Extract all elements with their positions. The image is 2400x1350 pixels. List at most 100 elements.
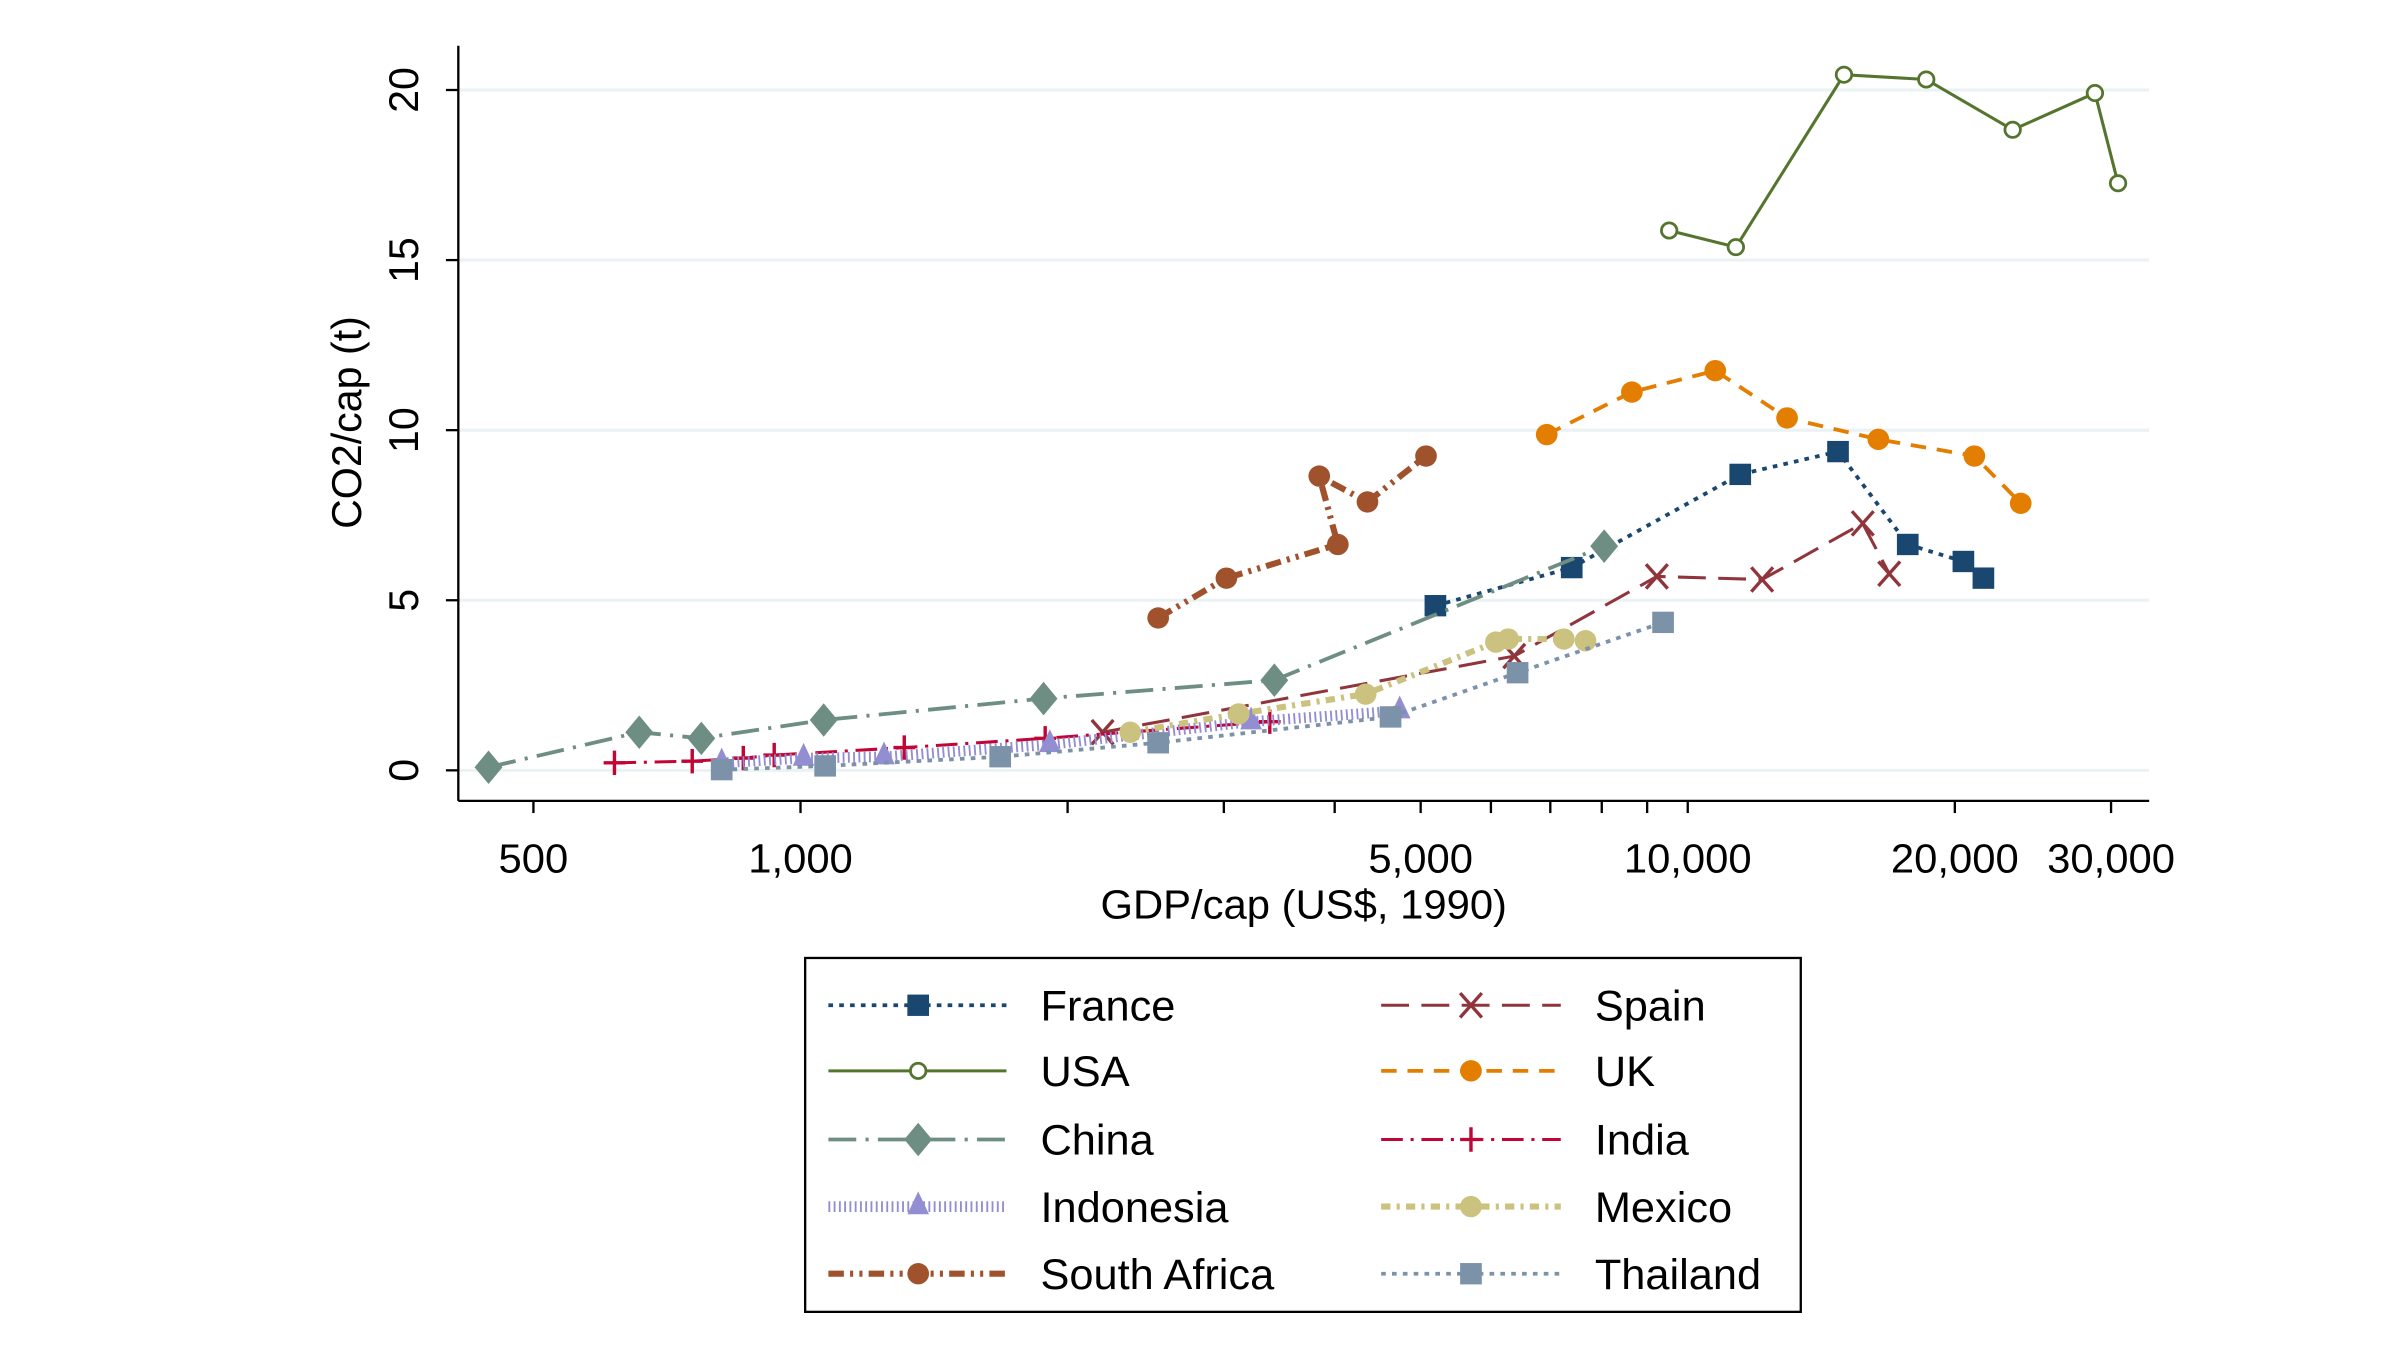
legend-indonesia-marker	[907, 1191, 930, 1215]
south-africa-marker	[1327, 533, 1349, 556]
south-africa-marker	[1147, 607, 1170, 629]
south-africa-line	[1156, 453, 1428, 621]
france-marker	[1896, 533, 1919, 556]
china-marker	[687, 721, 716, 756]
legend-label: South Africa	[1041, 1251, 1275, 1299]
mexico-marker	[1574, 630, 1597, 652]
legend-item-indonesia: Indonesia	[828, 1184, 1229, 1232]
usa-marker	[1726, 238, 1745, 257]
legend-item-thailand: Thailand	[1381, 1251, 1761, 1299]
spain-marker	[1877, 560, 1902, 588]
legend-label: France	[1041, 983, 1176, 1031]
thailand-marker	[989, 746, 1012, 768]
legend-label: Indonesia	[1041, 1184, 1229, 1232]
south-africa-marker	[1415, 445, 1437, 467]
legend-label: Spain	[1595, 983, 1706, 1031]
legend-india-marker	[1460, 1127, 1482, 1152]
legend-spain-marker	[1458, 991, 1484, 1019]
mexico-marker	[1552, 628, 1575, 650]
uk-line	[1545, 368, 2023, 505]
usa-marker	[2108, 174, 2128, 193]
x-axis-title: GDP/cap (US$, 1990)	[1100, 881, 1507, 928]
spain-marker	[1750, 566, 1775, 593]
series-group	[474, 65, 2128, 785]
legend-label: UK	[1595, 1048, 1656, 1096]
series-mexico	[1119, 628, 1597, 743]
mexico-marker	[1497, 628, 1520, 650]
china-marker	[809, 703, 838, 737]
y-tick-label: 0	[380, 759, 427, 782]
legend-label: Thailand	[1595, 1251, 1761, 1299]
spain-marker	[1644, 563, 1669, 590]
series-france	[1424, 440, 1995, 617]
gridlines	[458, 88, 2150, 772]
legend-label: India	[1595, 1117, 1689, 1165]
series-south-africa	[1147, 445, 1437, 629]
x-tick-label: 1,000	[748, 835, 853, 882]
legend-item-india: India	[1381, 1117, 1689, 1165]
india-marker	[603, 750, 626, 776]
usa-marker	[2085, 84, 2105, 103]
x-tick-label: 500	[499, 835, 569, 882]
mexico-marker	[1227, 703, 1250, 725]
france-marker	[1827, 440, 1849, 463]
x-tick-label: 5,000	[1368, 835, 1473, 882]
y-tick-label: 20	[380, 67, 427, 113]
series-spain	[1090, 510, 1902, 746]
india-marker	[681, 748, 704, 774]
usa-marker	[2003, 120, 2022, 139]
indonesia-marker	[1039, 729, 1061, 753]
china-marker	[1260, 663, 1289, 697]
uk-marker	[1963, 445, 1986, 467]
thailand-marker	[1147, 732, 1170, 754]
thailand-marker	[1379, 706, 1402, 728]
x-tick-label: 20,000	[1891, 835, 2019, 882]
thailand-marker	[1652, 611, 1674, 634]
china-marker	[474, 750, 503, 785]
china-marker	[1590, 529, 1619, 563]
axes	[457, 45, 2150, 802]
usa-marker	[1660, 221, 1679, 240]
legend-box	[804, 956, 1802, 1314]
france-marker	[1952, 550, 1975, 573]
series-china	[474, 529, 1619, 785]
spain-marker	[1850, 510, 1875, 537]
series-thailand	[710, 611, 1674, 781]
legend-item-spain: Spain	[1381, 983, 1706, 1031]
south-africa-marker	[1356, 491, 1379, 513]
thailand-marker	[1506, 662, 1529, 684]
thailand-line	[721, 620, 1664, 772]
thailand-marker	[710, 758, 733, 781]
legend-item-uk: UK	[1381, 1048, 1655, 1096]
legend-item-usa: USA	[828, 1048, 1130, 1096]
x-tick-label: 30,000	[2047, 835, 2175, 882]
legend: France USA China Indonesia South Africa Spain…	[804, 956, 1802, 1314]
y-tick-label: 15	[380, 237, 427, 283]
uk-marker	[1621, 381, 1643, 403]
legend-item-south-africa: South Africa	[828, 1251, 1274, 1299]
series-uk	[1535, 359, 2032, 514]
legend-south-africa-marker	[907, 1263, 930, 1285]
france-marker	[1972, 567, 1995, 589]
spain-line	[1102, 521, 1891, 734]
mexico-marker	[1119, 721, 1142, 743]
legend-mexico-marker	[1460, 1195, 1482, 1218]
mexico-marker	[1354, 683, 1377, 705]
uk-marker	[1535, 423, 1558, 446]
x-tick-label: 10,000	[1624, 835, 1752, 882]
south-africa-marker	[1308, 465, 1331, 487]
uk-marker	[1704, 359, 1727, 382]
south-africa-marker	[1215, 567, 1238, 589]
legend-label: Mexico	[1595, 1184, 1732, 1232]
indonesia-marker	[873, 741, 895, 765]
uk-marker	[1776, 407, 1798, 429]
ticks: 0 5 10 15 20 500 1,000 5,000 10,000 20,000 30,000	[380, 67, 2175, 881]
usa-marker	[1917, 70, 1936, 89]
uk-marker	[1867, 428, 1890, 451]
china-marker	[625, 715, 654, 750]
legend-usa-marker	[909, 1061, 928, 1080]
legend-item-china: China	[828, 1117, 1154, 1165]
y-tick-label: 10	[380, 407, 427, 453]
indonesia-marker	[1240, 706, 1262, 730]
